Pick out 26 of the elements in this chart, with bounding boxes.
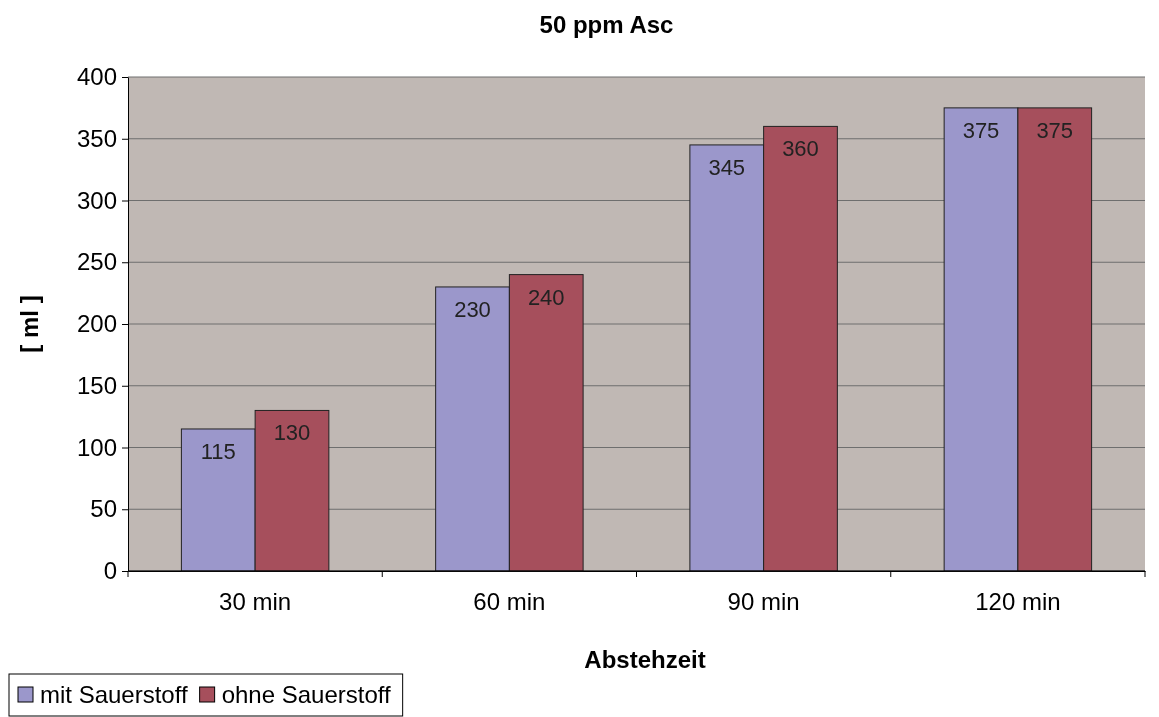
y-tick-label: 100	[76, 433, 117, 461]
y-tick-label: 50	[90, 495, 117, 523]
legend-label: mit Sauerstoff	[40, 681, 188, 708]
x-tick-label: 90 min	[727, 588, 800, 615]
y-tick-label: 150	[76, 371, 117, 399]
chart-title: 50 ppm Asc	[539, 11, 674, 38]
y-tick-label: 350	[76, 124, 117, 152]
x-tick-label: 30 min	[219, 588, 292, 615]
y-axis-title: [ ml ]	[16, 295, 43, 353]
data-label: 345	[708, 154, 746, 180]
x-axis-title: Abstehzeit	[584, 646, 706, 673]
y-tick-label: 300	[76, 186, 117, 214]
y-tick-label: 400	[76, 63, 117, 91]
data-label: 130	[273, 420, 311, 446]
x-tick-label: 60 min	[473, 588, 546, 615]
data-label: 375	[1036, 117, 1074, 143]
y-tick-label: 0	[103, 557, 117, 585]
x-tick-label: 120 min	[975, 588, 1061, 615]
data-label: 360	[782, 136, 819, 162]
legend-label: ohne Sauerstoff	[221, 681, 391, 708]
y-tick-label: 200	[76, 310, 117, 338]
y-tick-label: 250	[76, 248, 117, 276]
data-label: 230	[454, 296, 491, 322]
data-label: 115	[200, 438, 236, 464]
data-label: 240	[527, 284, 565, 310]
data-label: 375	[962, 117, 1000, 143]
